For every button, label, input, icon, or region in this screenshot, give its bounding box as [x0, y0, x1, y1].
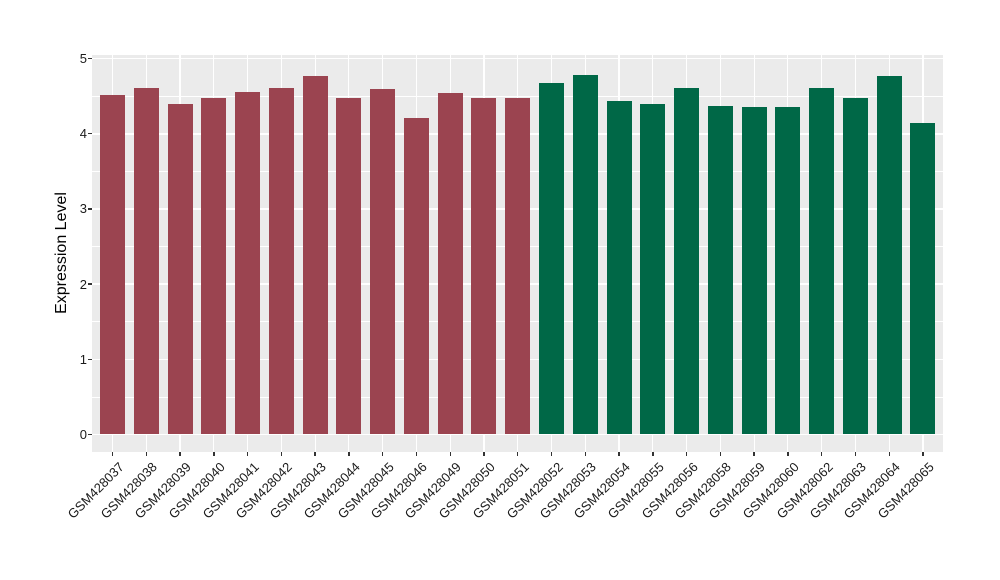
x-tick-mark — [854, 452, 857, 456]
y-tick-label: 2 — [79, 276, 87, 292]
bar-GSM428062 — [809, 87, 835, 435]
y-tick-label: 3 — [79, 201, 87, 217]
x-tick-mark — [685, 452, 688, 456]
bar-GSM428059 — [741, 106, 767, 435]
bar-GSM428056 — [674, 87, 700, 435]
y-tick-mark — [87, 57, 92, 60]
bar-GSM428043 — [302, 75, 328, 435]
bar-GSM428040 — [201, 97, 227, 435]
y-tick-mark — [87, 433, 92, 436]
x-tick-mark — [922, 452, 924, 456]
x-tick-mark — [145, 452, 147, 456]
x-tick-mark — [618, 452, 620, 456]
bar-GSM428058 — [707, 105, 733, 435]
y-tick-mark — [87, 208, 92, 210]
bar-GSM428052 — [539, 83, 564, 435]
x-tick-mark — [652, 452, 654, 456]
x-tick-mark — [314, 452, 316, 456]
plot-panel — [92, 55, 943, 452]
bar-GSM428045 — [370, 89, 396, 435]
bar-GSM428055 — [640, 104, 666, 435]
y-tick-label: 5 — [79, 51, 87, 67]
y-tick-label: 1 — [79, 351, 87, 367]
x-tick-mark — [888, 452, 890, 456]
bar-GSM428046 — [403, 117, 429, 435]
x-tick-mark — [111, 452, 114, 456]
bar-GSM428039 — [167, 103, 193, 435]
bar-GSM428042 — [268, 87, 294, 435]
bar-GSM428041 — [235, 92, 261, 435]
x-tick-mark — [348, 452, 350, 456]
y-tick-label: 4 — [79, 126, 87, 142]
bar-GSM428063 — [842, 97, 868, 435]
y-tick-label: 0 — [79, 427, 87, 442]
x-tick-mark — [381, 452, 384, 456]
bar-GSM428037 — [100, 94, 125, 435]
x-tick-mark — [820, 452, 823, 456]
x-tick-mark — [584, 452, 586, 456]
x-tick-mark — [449, 452, 451, 456]
x-tick-mark — [179, 452, 181, 456]
x-tick-mark — [753, 452, 755, 456]
x-tick-mark — [550, 452, 553, 456]
x-tick-mark — [213, 452, 215, 456]
bar-GSM428065 — [910, 122, 936, 435]
x-tick-mark — [517, 452, 519, 456]
bar-GSM428054 — [606, 101, 632, 435]
x-tick-mark — [415, 452, 418, 456]
bar-GSM428050 — [471, 97, 497, 435]
x-tick-mark — [787, 452, 789, 456]
y-tick-mark — [87, 358, 92, 360]
bar-GSM428038 — [133, 87, 159, 435]
x-tick-mark — [483, 452, 485, 456]
bar-GSM428044 — [336, 98, 362, 435]
bar-GSM428051 — [505, 98, 531, 435]
bar-GSM428049 — [437, 93, 463, 435]
bar-GSM428064 — [876, 75, 902, 435]
y-tick-mark — [87, 283, 92, 285]
x-tick-mark — [280, 452, 283, 456]
x-tick-mark — [246, 452, 249, 456]
x-tick-mark — [719, 452, 722, 456]
y-tick-mark — [87, 133, 92, 135]
bar-GSM428060 — [775, 106, 801, 435]
bar-GSM428053 — [572, 75, 598, 435]
